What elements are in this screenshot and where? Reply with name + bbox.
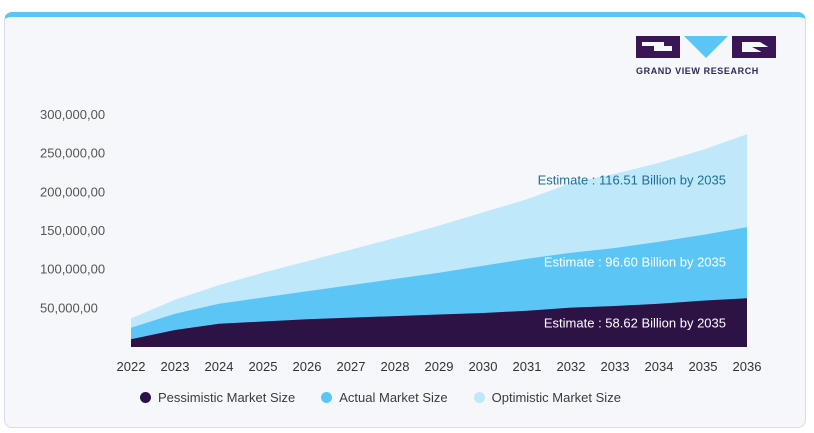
grand-view-research-logo (636, 36, 776, 58)
x-tick-label: 2034 (645, 359, 674, 374)
legend-item-actual: Actual Market Size (321, 390, 448, 405)
x-tick-label: 2026 (293, 359, 322, 374)
legend-label-actual: Actual Market Size (339, 390, 448, 405)
legend-label-optimistic: Optimistic Market Size (491, 390, 621, 405)
legend-label-pessimistic: Pessimistic Market Size (158, 390, 296, 405)
y-tick-label: 150,000,00 (40, 223, 105, 238)
annotation-optimistic: Estimate : 116.51 Billion by 2035 (538, 173, 726, 188)
x-tick-label: 2035 (689, 359, 718, 374)
x-tick-label: 2036 (733, 359, 762, 374)
legend-item-pessimistic: Pessimistic Market Size (140, 390, 295, 405)
x-tick-label: 2033 (601, 359, 630, 374)
y-tick-label: 300,000,00 (40, 107, 105, 122)
x-tick-label: 2031 (513, 359, 542, 374)
legend-dot-pessimistic (140, 392, 151, 403)
x-tick-label: 2032 (557, 359, 586, 374)
y-tick-label: 50,000,00 (40, 300, 98, 315)
x-tick-label: 2029 (425, 359, 454, 374)
annotation-actual: Estimate : 96.60 Billion by 2035 (544, 255, 726, 270)
annotation-pessimistic: Estimate : 58.62 Billion by 2035 (544, 316, 726, 331)
x-tick-label: 2027 (337, 359, 366, 374)
legend-dot-actual (321, 392, 333, 403)
chart-legend: Pessimistic Market Size Actual Market Si… (140, 390, 621, 405)
legend-item-optimistic: Optimistic Market Size (473, 390, 621, 405)
brand-name: GRAND VIEW RESEARCH (636, 66, 759, 76)
x-tick-label: 2024 (205, 359, 234, 374)
x-tick-label: 2028 (381, 359, 410, 374)
x-tick-label: 2025 (249, 359, 278, 374)
x-tick-label: 2030 (469, 359, 498, 374)
y-tick-label: 100,000,00 (40, 262, 105, 277)
area-series-pessimistic (131, 298, 747, 347)
y-tick-label: 250,000,00 (40, 146, 105, 161)
x-tick-label: 2022 (117, 359, 146, 374)
x-tick-label: 2023 (161, 359, 190, 374)
legend-dot-optimistic (473, 392, 485, 403)
y-tick-label: 200,000,00 (40, 184, 105, 199)
